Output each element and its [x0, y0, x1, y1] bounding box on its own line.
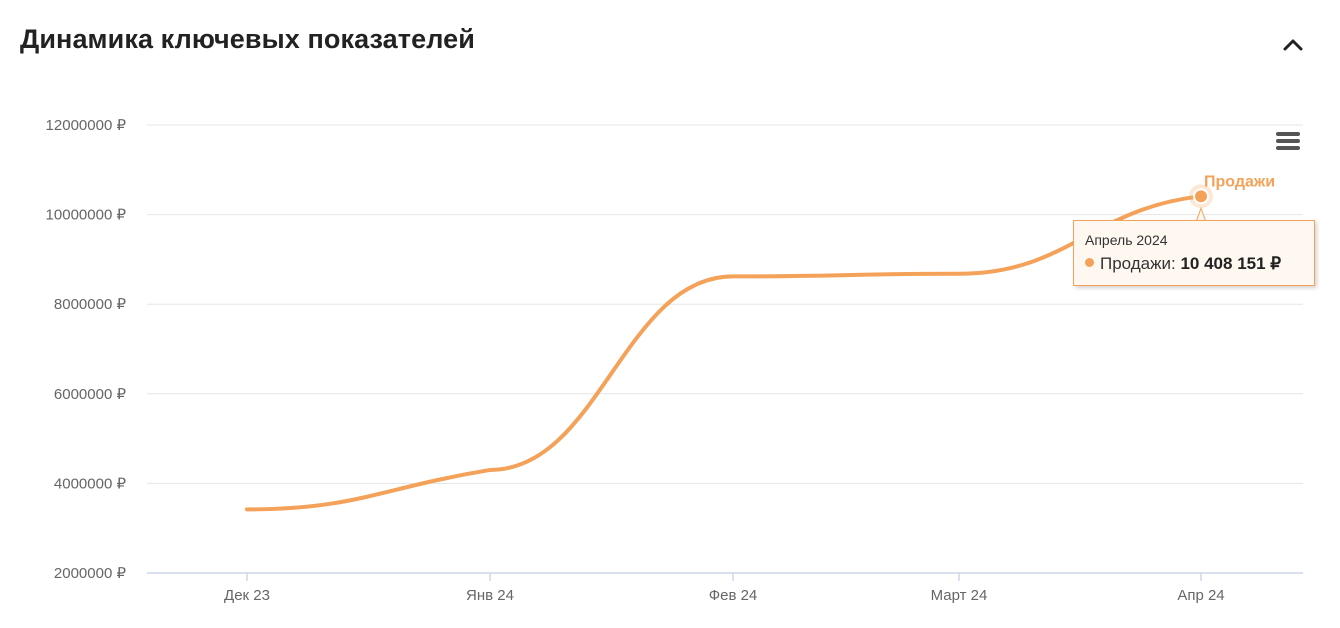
x-tick-label: Март 24: [931, 587, 988, 604]
y-tick-label: 2000000 ₽: [54, 565, 127, 582]
y-tick-label: 8000000 ₽: [54, 296, 127, 313]
page-title: Динамика ключевых показателей: [20, 24, 475, 54]
data-point: [1193, 188, 1209, 205]
y-tick-label: 4000000 ₽: [54, 475, 127, 492]
y-tick-label: 12000000 ₽: [46, 117, 127, 134]
series-dot-icon: [1085, 258, 1094, 267]
tooltip-row: Продажи: 10 408 151 ₽: [1085, 254, 1314, 274]
x-tick-label: Апр 24: [1177, 587, 1224, 604]
tooltip-series-label: Продажи:: [1100, 254, 1176, 273]
x-tick-label: Янв 24: [466, 587, 514, 604]
chevron-up-icon[interactable]: [1276, 28, 1310, 62]
series-data-label: Продажи: [1204, 173, 1275, 190]
line-chart: 12000000 ₽ 10000000 ₽ 8000000 ₽ 6000000 ₽ 40…: [0, 90, 1340, 628]
x-tick-label: Фев 24: [709, 587, 758, 604]
series-line-prodazhi: [245, 194, 1203, 512]
chart-tooltip: Апрель 2024 Продажи: 10 408 151 ₽: [1073, 220, 1315, 286]
y-tick-label: 6000000 ₽: [54, 386, 127, 403]
y-tick-label: 10000000 ₽: [46, 207, 127, 224]
x-tick-label: Дек 23: [224, 587, 270, 604]
tooltip-value: 10 408 151 ₽: [1180, 254, 1282, 273]
tooltip-date: Апрель 2024: [1085, 232, 1168, 248]
hamburger-menu-icon[interactable]: [1271, 129, 1305, 157]
chart-svg: 12000000 ₽ 10000000 ₽ 8000000 ₽ 6000000 ₽ 40…: [46, 117, 1303, 604]
chart-header: Динамика ключевых показателей: [0, 0, 1340, 90]
